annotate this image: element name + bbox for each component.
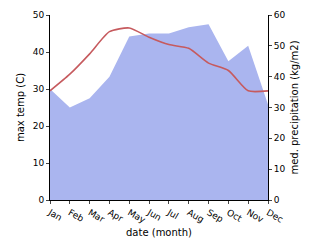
svg-text:60: 60 — [274, 10, 286, 20]
svg-text:50: 50 — [274, 41, 286, 51]
svg-text:10: 10 — [33, 158, 45, 168]
svg-text:0: 0 — [38, 195, 44, 205]
svg-text:Sep: Sep — [205, 207, 225, 224]
svg-text:date (month): date (month) — [126, 227, 192, 238]
svg-text:20: 20 — [33, 121, 45, 131]
svg-text:30: 30 — [33, 84, 45, 94]
svg-text:Dec: Dec — [265, 207, 285, 224]
svg-text:Mar: Mar — [86, 207, 106, 224]
svg-text:40: 40 — [274, 72, 286, 82]
svg-text:max temp (C): max temp (C) — [15, 73, 26, 142]
svg-text:30: 30 — [274, 103, 286, 113]
svg-text:Oct: Oct — [225, 207, 244, 224]
svg-text:20: 20 — [274, 133, 286, 143]
svg-text:10: 10 — [274, 164, 286, 174]
svg-text:Jul: Jul — [165, 207, 180, 222]
svg-text:Nov: Nov — [245, 207, 266, 225]
svg-text:40: 40 — [33, 47, 45, 57]
svg-text:Jun: Jun — [145, 207, 163, 223]
svg-text:May: May — [126, 207, 148, 225]
svg-text:50: 50 — [33, 10, 45, 20]
svg-text:Apr: Apr — [106, 207, 125, 224]
svg-text:Aug: Aug — [185, 207, 205, 224]
svg-text:Jan: Jan — [46, 207, 64, 223]
svg-text:0: 0 — [274, 195, 280, 205]
svg-text:Feb: Feb — [67, 207, 86, 224]
svg-text:med. precipitation (kg/m2): med. precipitation (kg/m2) — [289, 40, 300, 174]
